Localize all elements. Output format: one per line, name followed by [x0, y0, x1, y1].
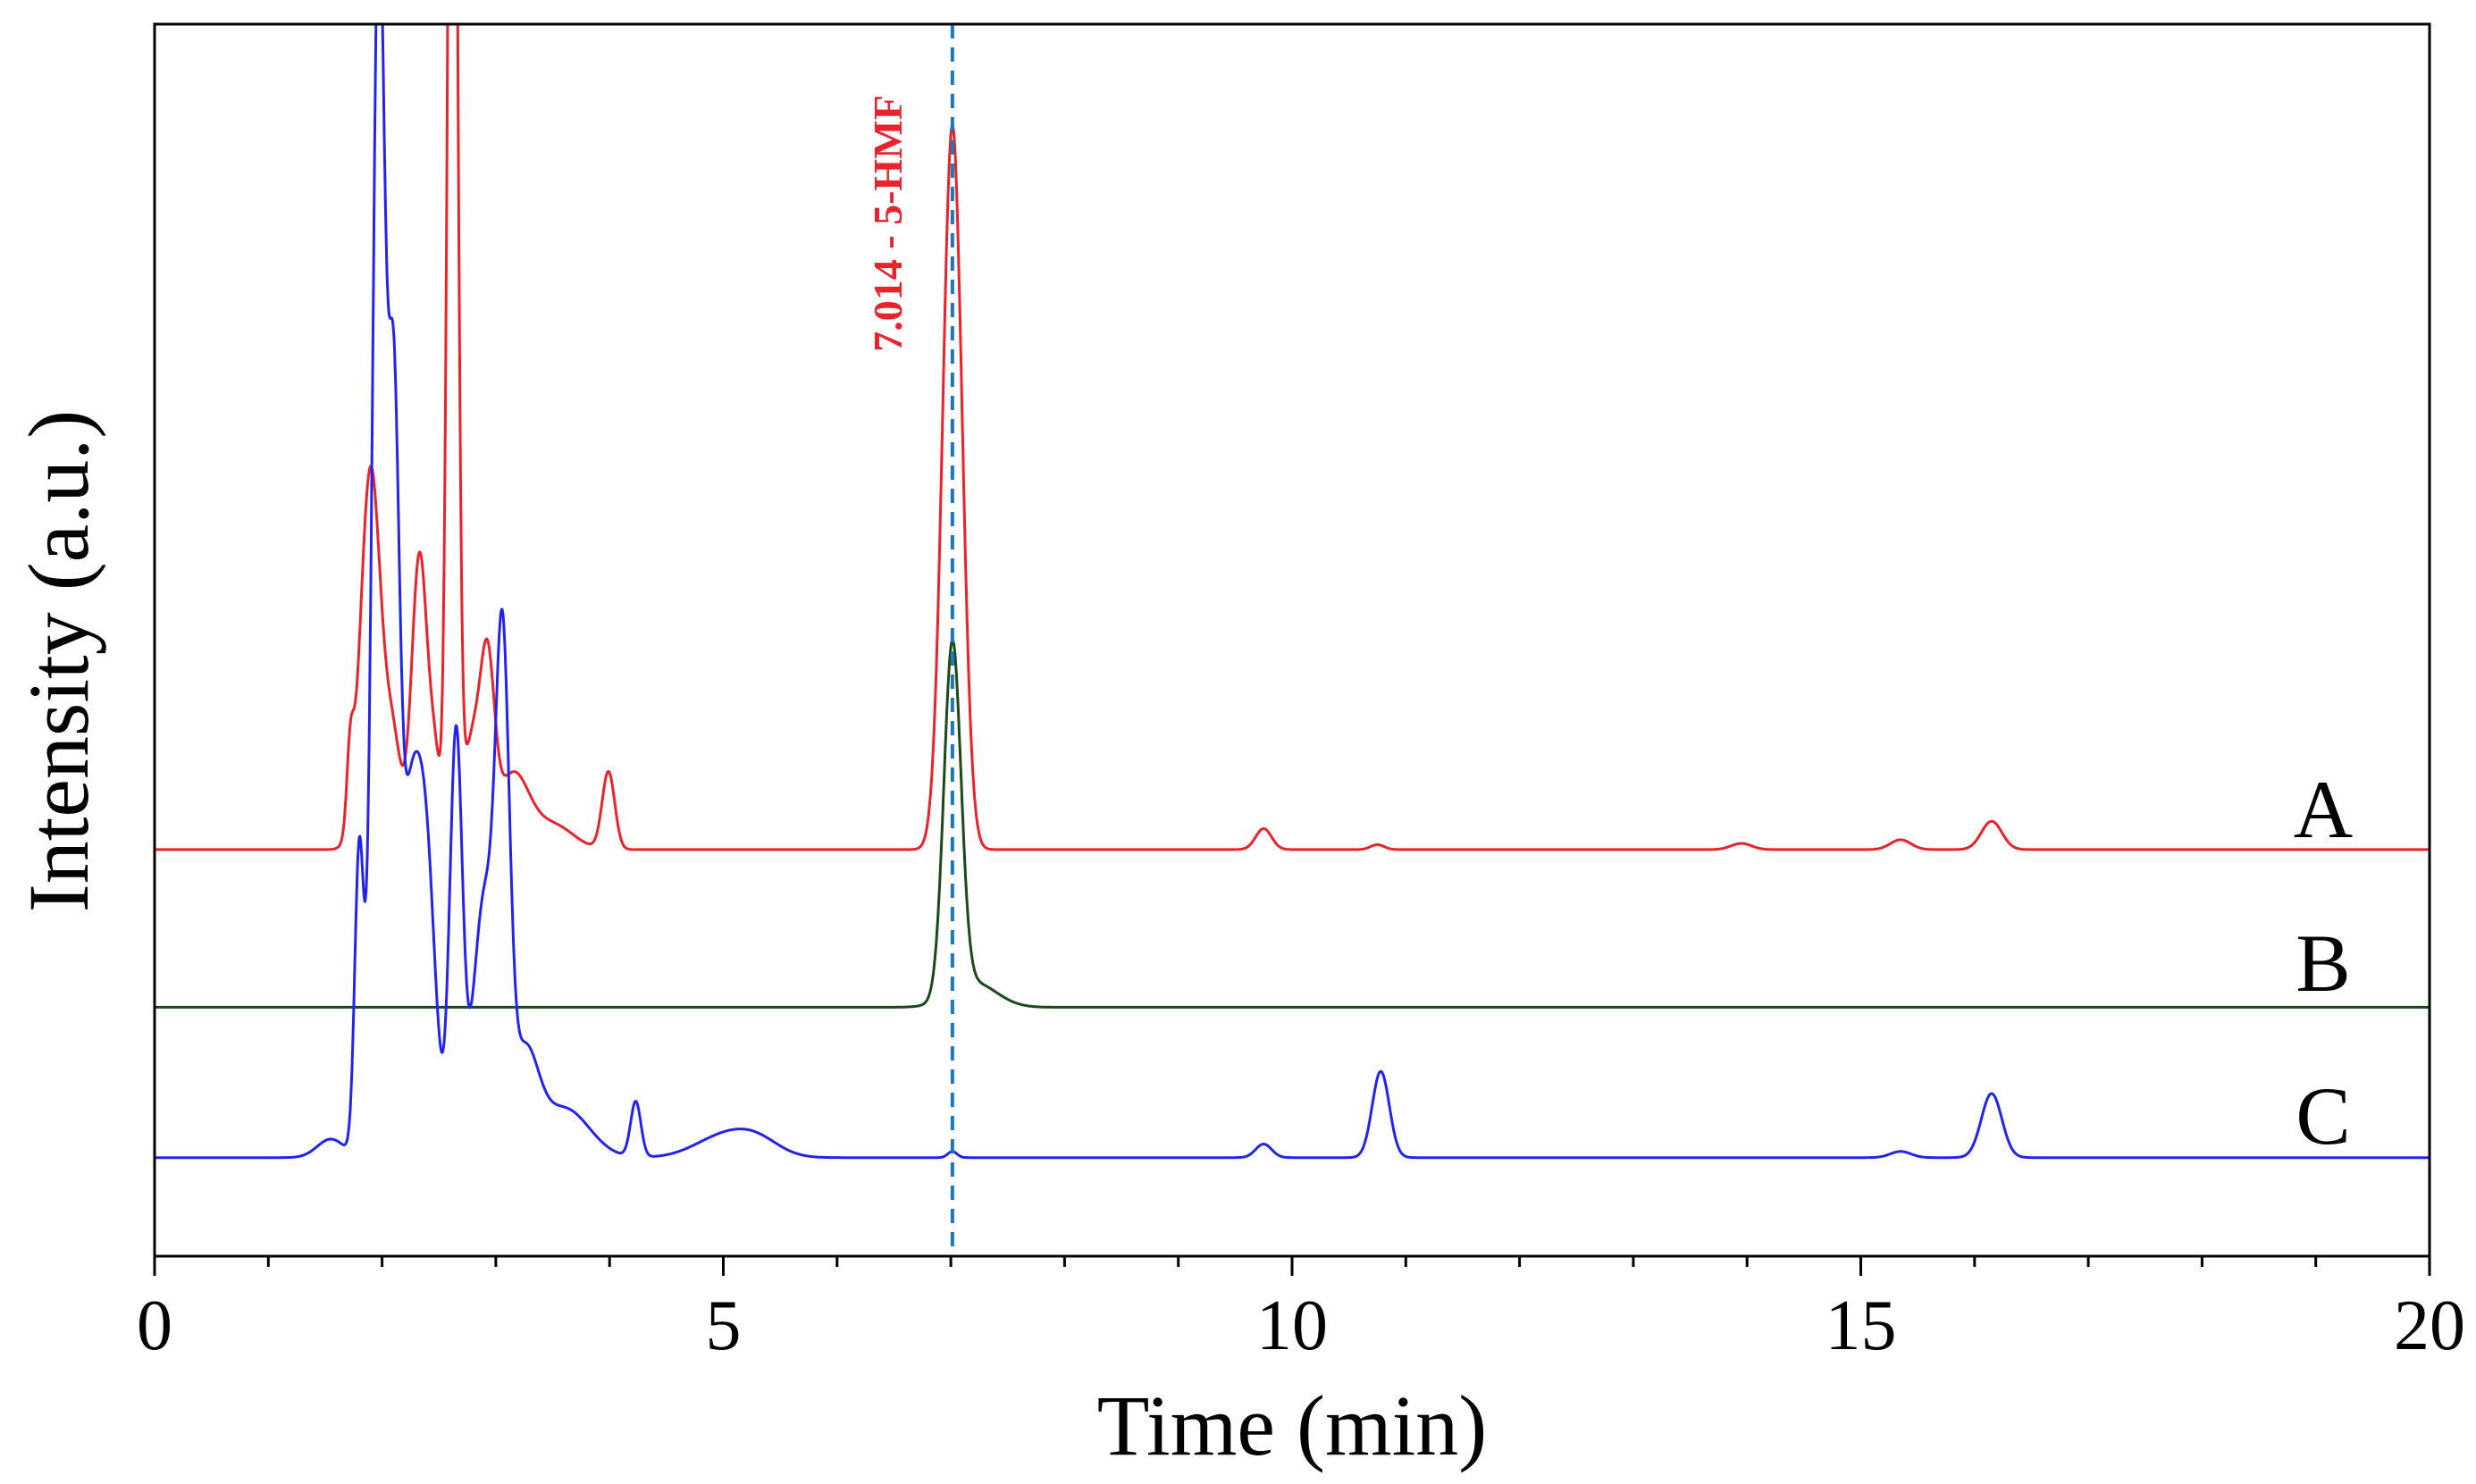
- trace-label-b: B: [2296, 918, 2350, 1009]
- x-tick-label: 15: [1826, 1287, 1897, 1365]
- x-axis-title: Time (min): [1097, 1378, 1488, 1473]
- x-tick-label: 10: [1256, 1287, 1328, 1365]
- trace-label-c: C: [2296, 1070, 2350, 1161]
- x-axis-ticks: [153, 1256, 2431, 1276]
- trace-line-c: [155, 24, 2430, 1160]
- trace-label-a: A: [2294, 764, 2353, 855]
- x-tick-label: 20: [2394, 1287, 2465, 1365]
- trace-line-b: [155, 639, 2430, 1009]
- x-tick-label: 5: [706, 1287, 742, 1365]
- trace-group: [155, 24, 2430, 1160]
- x-tick-label: 0: [137, 1287, 172, 1365]
- annotation-label-5-hmf: 7.014 - 5-HMF: [865, 95, 911, 351]
- trace-line-a: [155, 24, 2430, 851]
- y-axis-title: Intensity (a.u.): [11, 410, 106, 913]
